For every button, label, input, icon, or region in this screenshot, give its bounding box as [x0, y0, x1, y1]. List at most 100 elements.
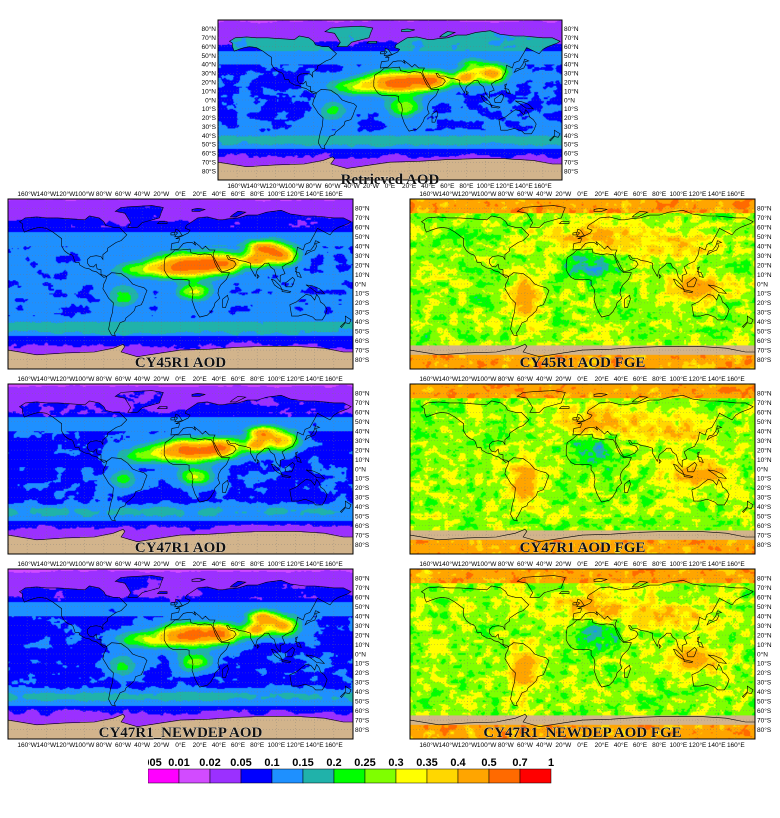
lat-tick-label: 20°S: [757, 299, 772, 307]
lat-tick-label: 60°S: [757, 522, 772, 530]
lon-tick-label: 120°W: [56, 190, 76, 198]
colorbar-label: 0.02: [199, 757, 220, 769]
lon-tick-label: 0°E: [175, 190, 186, 198]
lon-tick-label: 100°W: [285, 182, 305, 190]
lat-tick-label: 60°S: [355, 707, 370, 715]
lat-tick-label: 50°S: [757, 513, 772, 521]
lat-tick-label: 40°N: [355, 428, 370, 436]
lat-tick-label: 80°N: [564, 25, 579, 33]
lon-tick-label: 100°E: [267, 375, 285, 383]
coastlines: [7, 205, 354, 370]
lat-tick-label: 40°N: [201, 61, 216, 69]
lon-tick-label: 20°W: [363, 182, 380, 190]
colorbar-swatch: [426, 768, 459, 784]
lon-tick-label: 80°E: [250, 190, 265, 198]
lon-tick-label: 140°W: [439, 560, 459, 568]
graticule: [8, 384, 353, 554]
lon-tick-label: 100°E: [669, 190, 687, 198]
lon-tick-label: 60°W: [517, 375, 534, 383]
lon-tick-label: 160°W: [17, 190, 37, 198]
lon-tick-label: 0°E: [577, 375, 588, 383]
lon-tick-label: 0°E: [577, 741, 588, 749]
lat-tick-label: 80°S: [757, 726, 772, 734]
lat-tick-label: 70°N: [564, 34, 579, 42]
colorbar-swatch: [302, 768, 335, 784]
lon-tick-label: 80°E: [250, 741, 265, 749]
lat-tick-label: 10°N: [355, 641, 370, 649]
longitude-ticks-bottom: 160°W 140°W 120°W 100°W 80°W 60°W 40°W 20°W 0°E 2…: [419, 741, 745, 749]
lat-tick-label: 20°S: [355, 669, 370, 677]
lon-tick-label: 140°W: [37, 741, 57, 749]
colorbar-swatch: [240, 768, 273, 784]
map-frame: [409, 383, 756, 555]
longitude-ticks-bottom: 160°W 140°W 120°W 100°W 80°W 60°W 40°W 20°W 0°E 2…: [17, 741, 343, 749]
lat-tick-label: 0°N: [757, 650, 768, 658]
colorbar-swatch: [178, 768, 211, 784]
lat-tick-label: 10°S: [564, 105, 579, 113]
lon-tick-label: 0°E: [175, 741, 186, 749]
coastlines: [7, 575, 354, 740]
lat-tick-label: 60°S: [757, 337, 772, 345]
lon-tick-label: 100°W: [75, 741, 95, 749]
lat-tick-label: 70°S: [757, 716, 772, 724]
lon-tick-label: 40°E: [614, 741, 629, 749]
lon-tick-label: 80°E: [250, 560, 265, 568]
lon-tick-label: 160°E: [727, 560, 745, 568]
map-panel-cy47r1-aod: 80°N 70°N 60°N 50°N 40°N 30°N 20°N 10°N 0°N 10°S 2…: [0, 370, 385, 555]
lon-tick-label: 160°W: [17, 560, 37, 568]
lat-tick-label: 50°N: [355, 233, 370, 241]
lon-tick-label: 20°E: [595, 560, 610, 568]
lon-tick-label: 60°E: [231, 190, 246, 198]
lat-tick-label: 20°S: [202, 114, 217, 122]
latitude-ticks-right: 80°N70°N 60°N50°N 40°N30°N20°N 10°N0°N 10°S2…: [757, 390, 772, 549]
lat-tick-label: 30°N: [757, 622, 772, 630]
lat-tick-label: 10°N: [564, 87, 579, 95]
colorbar-label: 0.7: [512, 757, 527, 769]
lat-tick-label: 10°S: [355, 475, 370, 483]
lat-tick-label: 20°N: [355, 261, 370, 269]
lat-tick-label: 10°S: [202, 105, 217, 113]
lat-tick-label: 20°S: [757, 484, 772, 492]
lon-tick-label: 140°E: [306, 560, 324, 568]
lon-tick-label: 40°W: [536, 190, 553, 198]
lat-tick-label: 20°S: [355, 299, 370, 307]
colorbar-label: 0.05: [230, 757, 251, 769]
lat-tick-label: 40°S: [355, 688, 370, 696]
graticule: [8, 569, 353, 739]
lat-tick-label: 80°N: [757, 205, 772, 213]
lon-tick-label: 20°E: [193, 741, 208, 749]
lon-tick-label: 0°E: [577, 190, 588, 198]
lat-tick-label: 30°S: [564, 123, 579, 131]
lat-tick-label: 30°S: [202, 123, 217, 131]
coastlines: [409, 390, 756, 555]
lat-tick-label: 20°N: [757, 631, 772, 639]
colorbar-label: 0.005: [148, 757, 162, 769]
lat-tick-label: 50°N: [564, 52, 579, 60]
lon-tick-label: 140°E: [708, 190, 726, 198]
longitude-ticks-top: 160°W 140°W 120°W 100°W 80°W 60°W 40°W 20°W 0°E 2…: [419, 560, 745, 568]
panel-title: CY47R1 AOD: [135, 540, 226, 555]
lat-tick-label: 30°S: [757, 309, 772, 317]
longitude-ticks-top: 160°W 140°W 120°W 100°W 80°W 60°W 40°W 20°W 0°E 2…: [17, 190, 343, 198]
lon-tick-label: 20°W: [153, 560, 170, 568]
lon-tick-label: 160°W: [419, 560, 439, 568]
lon-tick-label: 80°W: [498, 741, 515, 749]
map-panel-cy47r1-newdep-aod: 80°N 70°N 60°N 50°N 40°N 30°N 20°N 10°N 0°N 10°S 2…: [0, 555, 385, 755]
panel-title: CY47R1_NEWDEP AOD FGE: [483, 725, 681, 741]
lon-tick-label: 40°E: [212, 560, 227, 568]
graticule: [410, 569, 755, 739]
lat-tick-label: 60°S: [757, 707, 772, 715]
lon-tick-label: 100°E: [267, 741, 285, 749]
lon-tick-label: 0°E: [385, 182, 396, 190]
map-frame: [7, 383, 354, 555]
lon-tick-label: 80°W: [96, 190, 113, 198]
colorbar-label: 0.1: [264, 757, 279, 769]
colorbar-label: 0.01: [168, 757, 189, 769]
map-frame: [409, 568, 756, 740]
lat-tick-label: 0°N: [205, 96, 216, 104]
longitude-ticks-top: 160°W 140°W 120°W 100°W 80°W 60°W 40°W 20°W 0°E 2…: [419, 375, 745, 383]
panel-title: CY47R1 AOD FGE: [520, 540, 646, 555]
lat-tick-label: 80°N: [355, 575, 370, 583]
lat-tick-label: 0°N: [757, 465, 768, 473]
lon-tick-label: 60°W: [517, 190, 534, 198]
